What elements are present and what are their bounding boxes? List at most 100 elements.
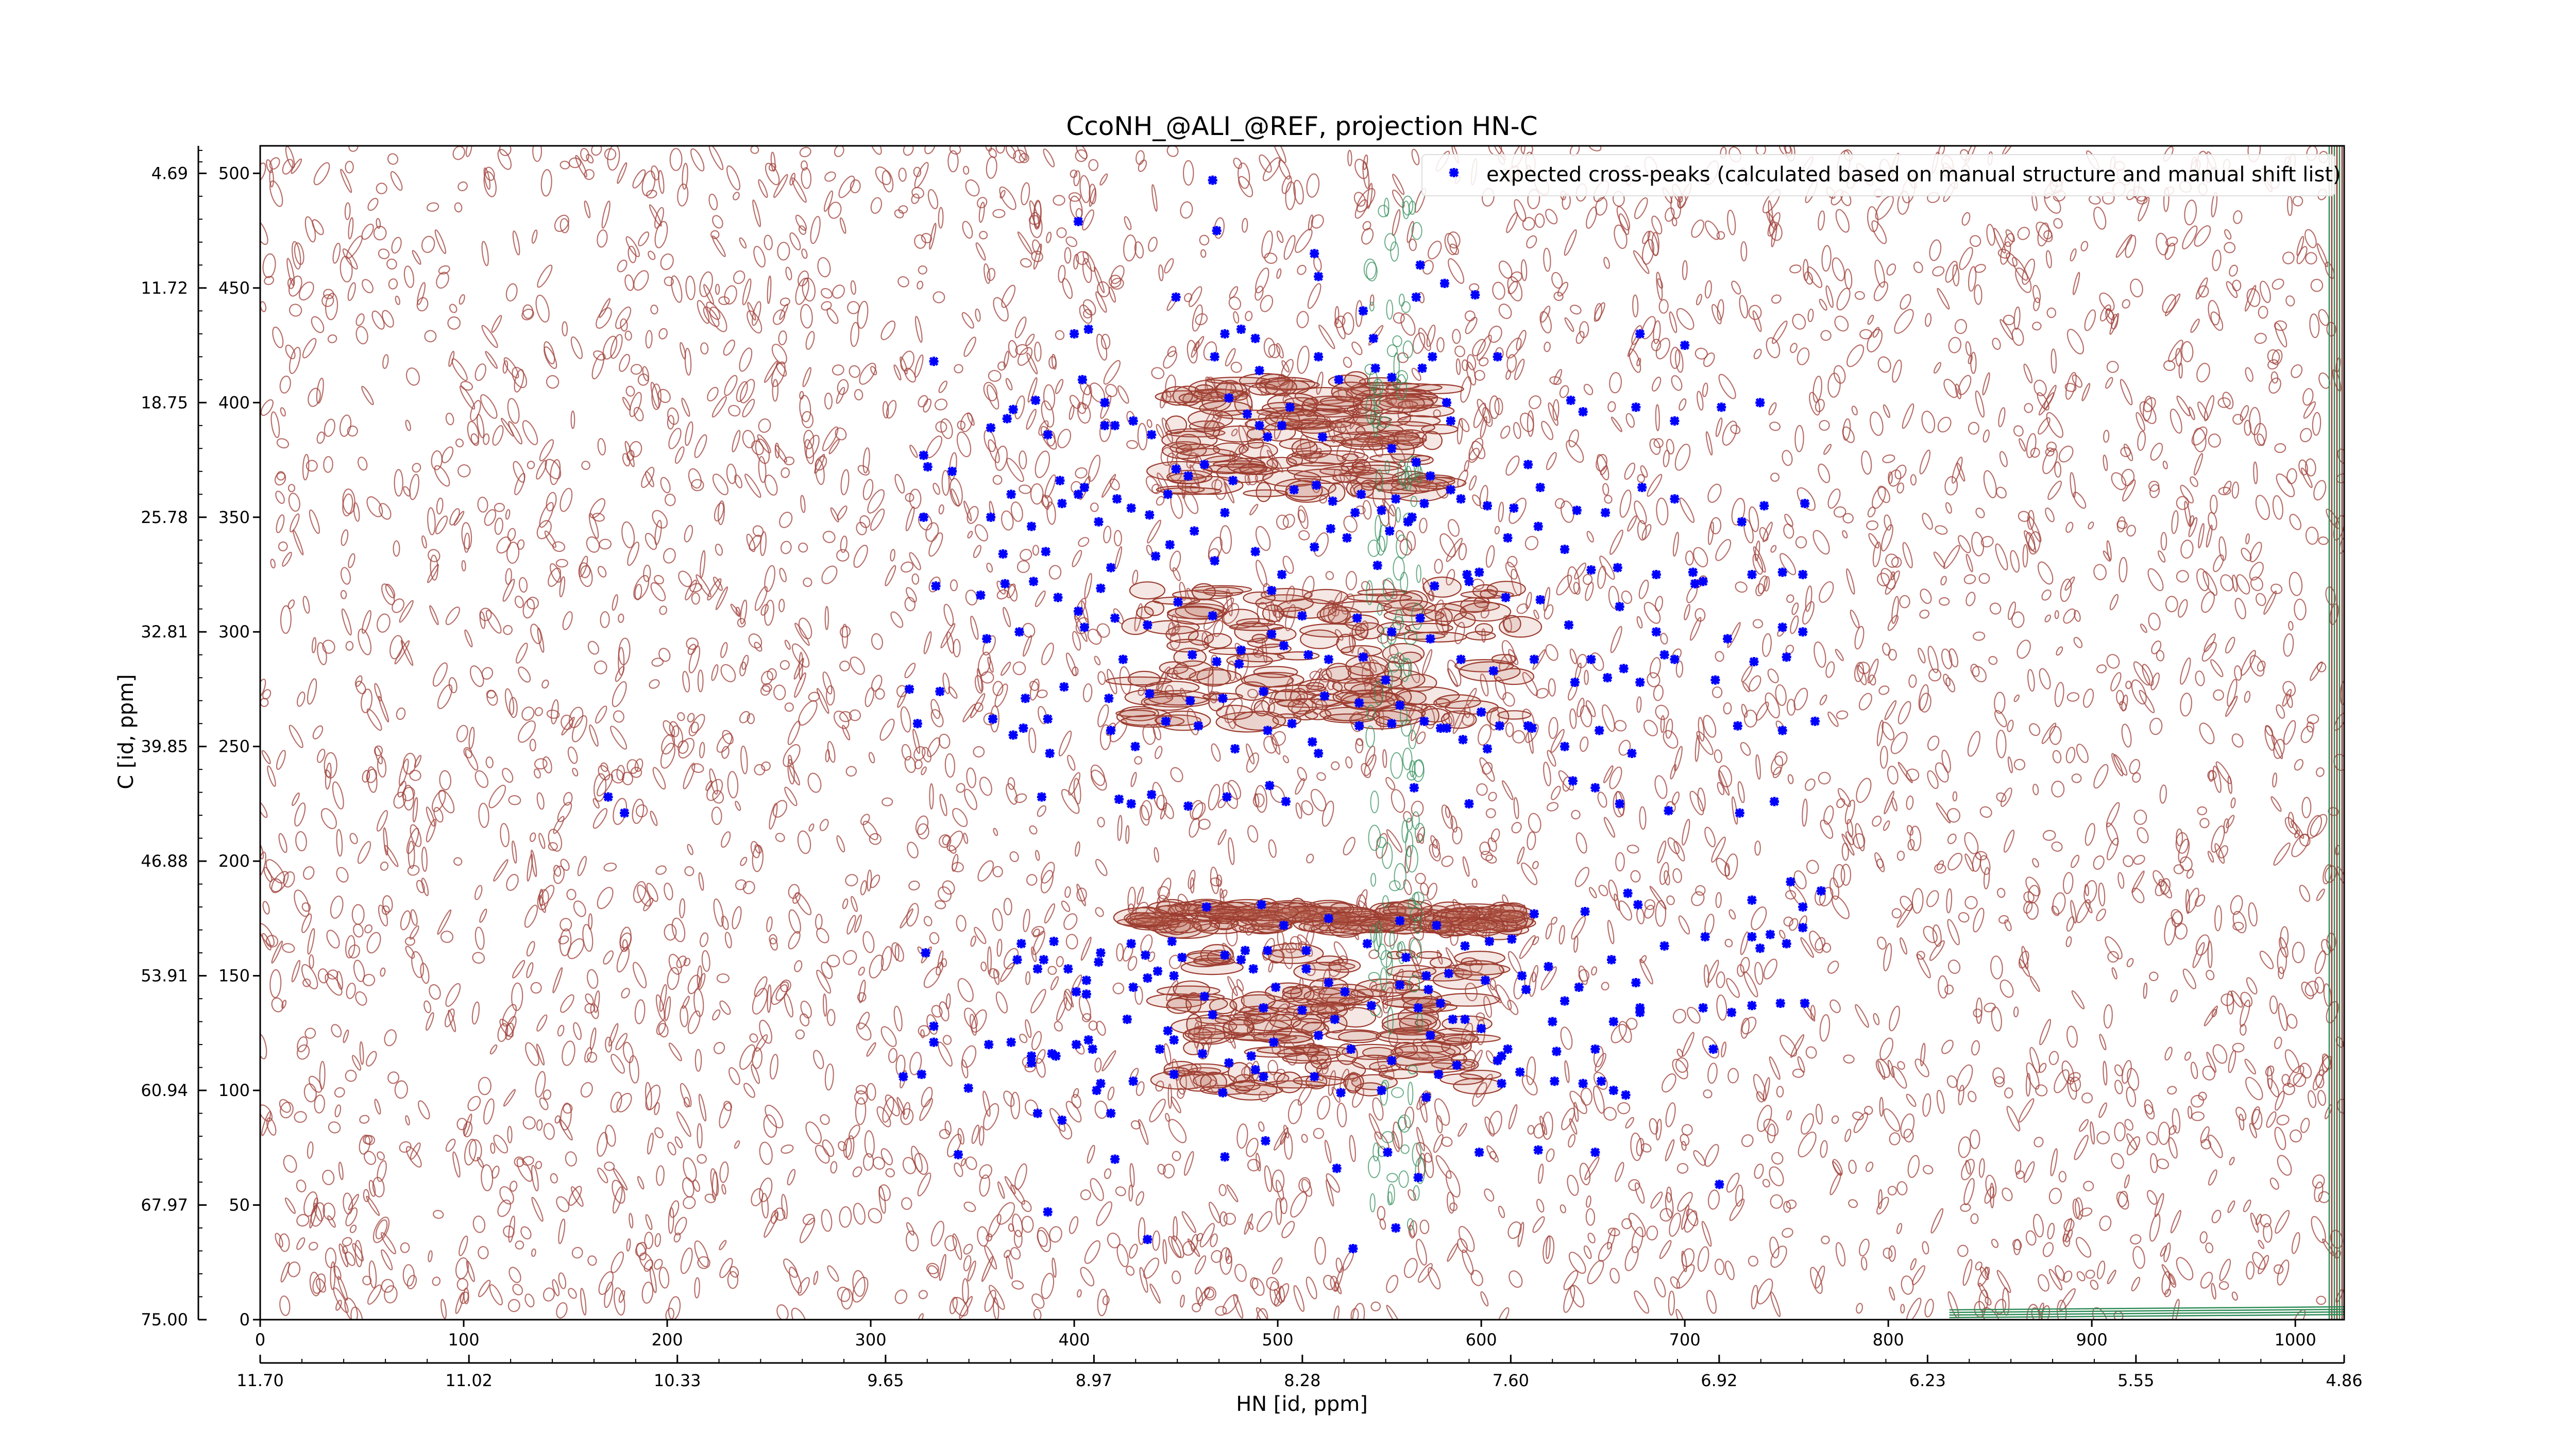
- noise-contour: [979, 1174, 990, 1197]
- noise-contour: [938, 504, 944, 515]
- noise-contour: [1382, 749, 1387, 768]
- noise-contour: [2206, 1052, 2217, 1073]
- noise-contour: [852, 1270, 866, 1297]
- noise-contour: [1180, 201, 1193, 219]
- noise-contour: [1502, 894, 1509, 907]
- noise-contour: [1626, 845, 1639, 854]
- noise-contour: [1486, 1050, 1495, 1064]
- signal-contour: [1166, 638, 1210, 653]
- noise-contour: [2224, 229, 2232, 240]
- noise-contour: [1352, 1303, 1365, 1320]
- cross-peak-marker: [1314, 272, 1324, 281]
- noise-contour: [1580, 1087, 1592, 1106]
- noise-contour: [720, 642, 728, 658]
- noise-contour: [1003, 898, 1012, 916]
- noise-contour: [1927, 770, 1939, 789]
- noise-contour: [1522, 217, 1535, 231]
- noise-contour: [869, 833, 882, 845]
- signal-contour: [1442, 1034, 1501, 1043]
- noise-contour: [825, 685, 835, 706]
- signal-contour: [1251, 633, 1268, 644]
- noise-contour: [1958, 1136, 1971, 1158]
- noise-contour: [2164, 243, 2176, 260]
- cross-peak-marker: [1212, 226, 1222, 235]
- noise-contour: [2084, 823, 2095, 846]
- noise-contour: [667, 1141, 676, 1156]
- signal-contour: [1342, 453, 1359, 462]
- noise-contour: [798, 617, 812, 639]
- noise-contour: [974, 702, 984, 712]
- noise-contour: [1925, 313, 1932, 327]
- noise-contour: [2191, 1094, 2205, 1108]
- noise-contour: [1851, 406, 1858, 416]
- noise-contour: [2296, 235, 2304, 256]
- noise-contour: [464, 532, 470, 553]
- noise-contour: [1922, 513, 1933, 530]
- signal-contour: [1173, 660, 1214, 681]
- cross-peak-marker: [1440, 278, 1450, 288]
- noise-contour: [1821, 1235, 1830, 1244]
- noise-contour: [944, 753, 956, 778]
- noise-contour: [405, 1146, 422, 1168]
- noise-contour: [1602, 704, 1615, 732]
- signal-contour: [1282, 986, 1302, 995]
- noise-contour: [801, 167, 812, 189]
- noise-contour: [1533, 609, 1539, 620]
- noise-contour: [2182, 225, 2198, 250]
- noise-contour: [2211, 825, 2225, 853]
- cross-peak-marker: [1310, 249, 1319, 259]
- noise-contour: [1818, 210, 1825, 231]
- noise-contour: [1578, 965, 1588, 985]
- noise-contour: [758, 179, 768, 198]
- noise-contour: [1754, 540, 1760, 562]
- signal-contour: [1165, 415, 1188, 434]
- noise-contour: [632, 798, 645, 824]
- signal-contour: [1459, 906, 1481, 923]
- noise-contour: [1087, 628, 1102, 645]
- noise-contour: [1770, 545, 1777, 553]
- noise-contour: [853, 1203, 866, 1225]
- signal-contour: [1216, 704, 1253, 720]
- cross-peak-marker: [1415, 260, 1425, 270]
- noise-contour: [858, 1012, 870, 1030]
- noise-contour: [1790, 343, 1798, 353]
- noise-contour: [2233, 210, 2243, 224]
- noise-contour: [1618, 900, 1632, 921]
- noise-contour: [1448, 258, 1465, 284]
- noise-contour: [650, 305, 658, 315]
- noise-contour: [2070, 900, 2077, 924]
- noise-contour: [1702, 1036, 1720, 1059]
- noise-contour: [2105, 377, 2113, 389]
- noise-contour: [1603, 765, 1614, 784]
- noise-contour: [906, 587, 917, 603]
- noise-contour: [1670, 346, 1681, 369]
- noise-contour: [1138, 1119, 1149, 1145]
- noise-contour: [2198, 523, 2205, 549]
- noise-contour: [2235, 1106, 2247, 1121]
- noise-contour: [1416, 1238, 1427, 1266]
- noise-contour: [908, 880, 920, 891]
- noise-contour: [1272, 1169, 1285, 1193]
- noise-contour: [704, 1193, 716, 1203]
- noise-contour: [459, 294, 465, 305]
- noise-contour: [2299, 428, 2312, 443]
- noise-contour: [817, 257, 831, 278]
- noise-contour: [1297, 264, 1307, 275]
- signal-contour: [1345, 655, 1389, 677]
- noise-contour: [1965, 553, 1973, 572]
- noise-contour: [377, 1160, 387, 1182]
- noise-contour: [1614, 224, 1628, 249]
- noise-contour: [1900, 937, 1908, 955]
- noise-contour: [1036, 1058, 1046, 1078]
- noise-contour: [939, 834, 952, 848]
- noise-contour: [2124, 1119, 2133, 1131]
- noise-contour: [1224, 698, 1243, 723]
- noise-contour: [719, 1240, 727, 1251]
- noise-contour: [1903, 1128, 1914, 1143]
- noise-contour: [478, 1279, 491, 1298]
- noise-contour: [464, 1138, 477, 1166]
- noise-contour: [1891, 1066, 1907, 1089]
- noise-contour: [1786, 1110, 1792, 1121]
- noise-contour: [1406, 221, 1415, 243]
- signal-contour: [1241, 673, 1294, 688]
